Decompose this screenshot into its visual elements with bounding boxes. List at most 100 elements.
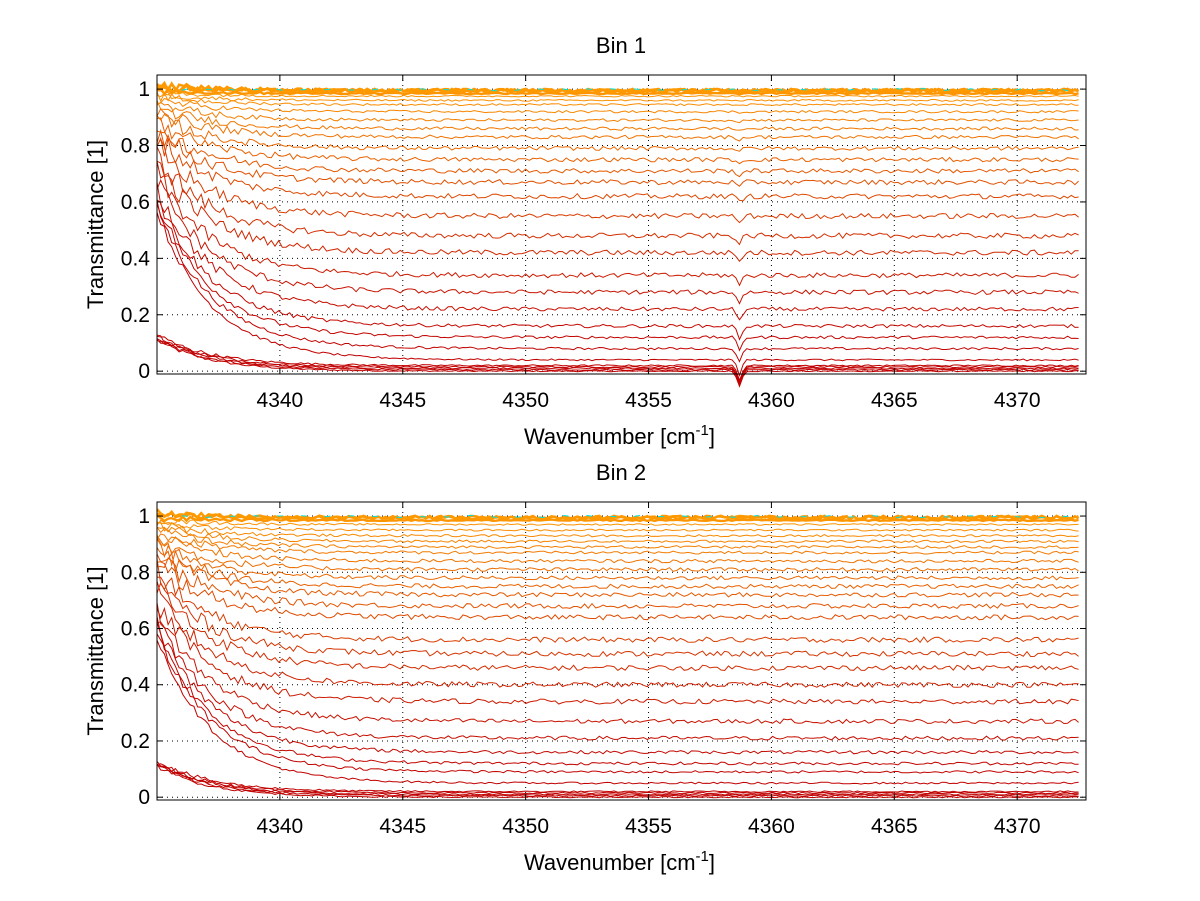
- x-tick-label: 4350: [502, 389, 549, 412]
- series-line: [156, 86, 1079, 97]
- series-line: [156, 521, 1079, 538]
- series-line: [181, 88, 1074, 92]
- series-line: [156, 338, 1079, 385]
- x-tick-label: 4360: [748, 389, 795, 412]
- series-line: [156, 535, 1079, 572]
- series-line: [156, 760, 1079, 795]
- series-line: [156, 124, 1079, 165]
- series-line: [156, 551, 1079, 598]
- series-line: [156, 212, 1079, 377]
- series-line: [156, 536, 1079, 564]
- series-line: [156, 602, 1079, 725]
- series-line: [156, 136, 1079, 202]
- x-tick-label: 4350: [502, 815, 549, 838]
- x-tick-label: 4340: [257, 389, 304, 412]
- y-tick-label: 0.4: [121, 674, 151, 697]
- series-line: [156, 616, 1079, 755]
- series-line: [156, 146, 1079, 246]
- y-tick-label: 0.8: [121, 561, 150, 584]
- series-line: [156, 581, 1079, 688]
- x-axis-label: Wavenumber [cm-1]: [524, 422, 715, 449]
- series-line: [156, 547, 1079, 590]
- series-line: [156, 338, 1079, 388]
- series-line: [156, 160, 1079, 262]
- series-line: [156, 519, 1079, 532]
- series-line: [156, 100, 1079, 124]
- series-line: [156, 202, 1079, 352]
- y-tick-label: 0.6: [121, 191, 150, 214]
- series-group: [156, 508, 1080, 799]
- series-line: [156, 526, 1079, 549]
- y-axis-label: Transmittance [1]: [83, 140, 108, 309]
- series-line: [156, 633, 1079, 774]
- y-tick-label: 0: [138, 786, 150, 809]
- series-line: [156, 161, 1079, 287]
- tick-labels: 4340 4345 4350 4355 4360 4365 4370 0 0.2 0.4 0.6 0.…: [121, 75, 1086, 412]
- series-line: [156, 334, 1079, 385]
- x-tick-label: 4360: [748, 815, 795, 838]
- x-axis-label: Wavenumber [cm-1]: [524, 848, 715, 875]
- x-tick-label: 4355: [625, 815, 672, 838]
- series-line: [156, 621, 1079, 766]
- x-tick-label: 4365: [871, 389, 918, 412]
- panel-bin-1: Bin 1 4340 4345 4350 4355 4360 4365 4370 0 0.2 0.…: [83, 33, 1087, 449]
- chart-title: Bin 2: [596, 460, 646, 485]
- series-line: [156, 200, 1079, 363]
- y-tick-label: 0.2: [121, 730, 150, 753]
- series-line: [156, 98, 1079, 114]
- series-line: [156, 621, 1079, 741]
- series-line: [156, 763, 1079, 799]
- y-tick-label: 0: [138, 360, 150, 383]
- series-line: [156, 113, 1079, 142]
- series-line: [156, 764, 1079, 796]
- series-line: [156, 199, 1079, 341]
- y-tick-label: 0.6: [121, 618, 150, 641]
- series-line: [156, 518, 1079, 526]
- series-line: [156, 91, 1079, 107]
- series-line: [156, 763, 1079, 793]
- series-line: [156, 526, 1079, 544]
- series-line: [156, 537, 1079, 581]
- x-tick-label: 4355: [625, 389, 672, 412]
- chart-title: Bin 1: [596, 33, 646, 58]
- series-line: [156, 764, 1079, 797]
- x-tick-label: 4345: [379, 815, 426, 838]
- series-line: [156, 91, 1079, 102]
- x-tick-label: 4345: [379, 389, 426, 412]
- series-line: [181, 514, 1074, 519]
- y-axis-label: Transmittance [1]: [83, 566, 108, 735]
- panel-bin-2: Bin 2 4340 4345 4350 4355 4360 4365 4370 0 0.2 0.…: [83, 460, 1087, 875]
- series-line: [156, 639, 1079, 785]
- axes-frame: [156, 74, 1087, 375]
- series-line: [156, 558, 1079, 644]
- x-tick-label: 4370: [994, 389, 1041, 412]
- series-line: [156, 138, 1079, 224]
- series-line: [156, 90, 1079, 98]
- series-line: [156, 514, 1079, 523]
- series-line: [156, 101, 1079, 131]
- series-line: [156, 182, 1079, 321]
- series-line: [156, 83, 1080, 94]
- x-tick-label: 4370: [994, 815, 1041, 838]
- series-line: [156, 533, 1079, 555]
- series-line: [156, 335, 1079, 382]
- tick-labels: 4340 4345 4350 4355 4360 4365 4370 0 0.2 0.4 0.6 0.…: [121, 502, 1086, 838]
- y-tick-label: 0.2: [121, 304, 150, 327]
- axes-frame: [156, 501, 1087, 801]
- series-line: [157, 576, 1079, 658]
- series-line: [156, 553, 1079, 621]
- y-tick-label: 1: [138, 78, 150, 101]
- series-line: [156, 117, 1079, 178]
- x-tick-label: 4340: [257, 815, 304, 838]
- series-line: [156, 606, 1079, 705]
- series-line: [156, 339, 1079, 387]
- series-line: [156, 178, 1079, 305]
- series-line: [156, 128, 1079, 187]
- series-line: [156, 557, 1079, 609]
- x-tick-label: 4365: [871, 815, 918, 838]
- series-line: [156, 107, 1079, 152]
- y-tick-label: 1: [138, 505, 150, 528]
- y-tick-label: 0.8: [121, 135, 150, 158]
